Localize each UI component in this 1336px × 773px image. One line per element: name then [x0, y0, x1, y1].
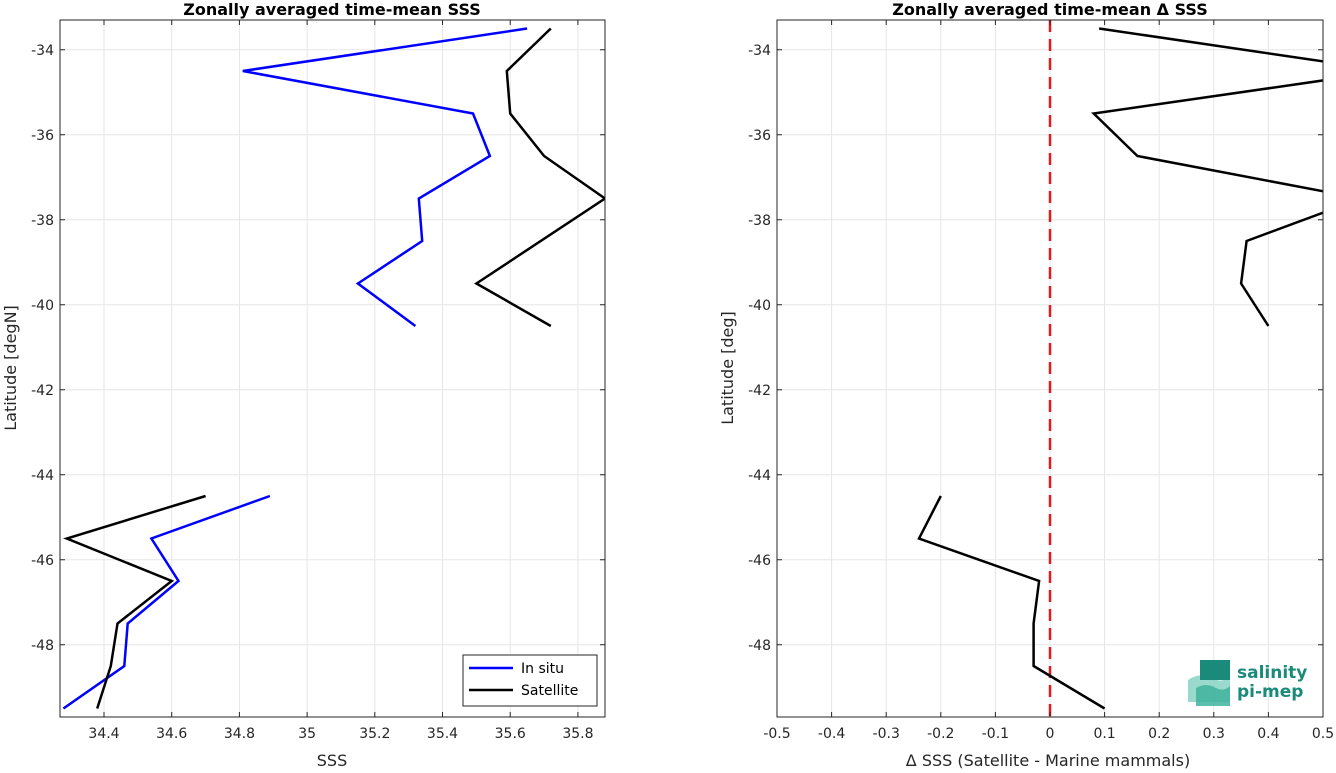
x-tick-label: 0.3 — [1203, 726, 1225, 742]
salinity-pi-mep-logo: salinity pi-mep — [1188, 660, 1307, 706]
y-tick-label: -34 — [748, 43, 771, 59]
delta-sss-y-axis-label: Latitude [deg] — [718, 311, 737, 425]
x-tick-label: 35.2 — [359, 726, 390, 742]
logo-text-pi-mep: pi-mep — [1237, 682, 1303, 702]
x-tick-label: 35 — [298, 726, 316, 742]
y-tick-label: -42 — [31, 383, 54, 399]
sss-grid — [60, 20, 605, 717]
x-tick-label: -0.4 — [818, 726, 845, 742]
sss-x-axis-label: SSS — [317, 751, 347, 769]
y-tick-label: -36 — [31, 128, 54, 144]
delta-sss-x-axis-label: Δ SSS (Satellite - Marine mammals) — [906, 751, 1190, 769]
y-tick-label: -44 — [748, 468, 771, 484]
x-tick-label: 35.4 — [427, 726, 458, 742]
x-tick-label: 0.2 — [1148, 726, 1170, 742]
sss-plot-area — [60, 20, 605, 717]
delta-sss-panel: -0.5 -0.4 -0.3 -0.2 -0.1 0 0.1 0.2 0.3 0.4 0.5 -34 -… — [718, 0, 1334, 770]
y-tick-label: -38 — [31, 213, 54, 229]
x-tick-label: 34.6 — [156, 726, 187, 742]
satellite-series-line-segment-0 — [474, 27, 605, 328]
delta-sss-ticks: -0.5 -0.4 -0.3 -0.2 -0.1 0 0.1 0.2 0.3 0.4 0.5 -34 -… — [748, 20, 1334, 742]
delta-sss-series-lines — [917, 20, 1323, 717]
sss-axes-box — [59, 19, 606, 718]
satellite-series-line-segment-1 — [63, 494, 206, 709]
x-tick-label: 35.6 — [495, 726, 526, 742]
y-tick-label: -36 — [748, 128, 771, 144]
y-tick-label: -46 — [748, 553, 771, 569]
y-tick-label: -48 — [748, 638, 771, 654]
x-tick-label: -0.5 — [763, 726, 790, 742]
x-tick-label: 0.5 — [1312, 726, 1334, 742]
sss-chart-title: Zonally averaged time-mean SSS — [183, 0, 481, 19]
legend-in-situ-label: In situ — [521, 661, 564, 677]
y-tick-label: -44 — [31, 468, 54, 484]
delta-sss-series-line-segment-1 — [917, 495, 1106, 710]
legend-box — [462, 654, 598, 707]
y-tick-label: -46 — [31, 553, 54, 569]
x-tick-label: -0.3 — [873, 726, 900, 742]
sss-panel: 34.4 34.6 34.8 35 35.2 35.4 35.6 35.8 -34 -36 -38 -… — [1, 0, 606, 770]
legend-satellite-label: Satellite — [521, 683, 578, 699]
y-tick-label: -40 — [748, 298, 771, 314]
y-tick-label: -34 — [31, 43, 54, 59]
logo-cube-icon — [1200, 660, 1230, 680]
sss-series-lines — [62, 27, 605, 710]
x-tick-label: -0.1 — [982, 726, 1009, 742]
sss-ticks: 34.4 34.6 34.8 35 35.2 35.4 35.6 35.8 -34 -36 -38 -… — [31, 20, 605, 742]
x-tick-label: 35.8 — [562, 726, 593, 742]
in-situ-series-line-segment-0 — [242, 27, 528, 328]
x-tick-label: 34.8 — [224, 726, 255, 742]
delta-sss-series-line-segment-0 — [1091, 27, 1323, 327]
logo-wave-mid-icon — [1196, 685, 1230, 706]
logo-text-salinity: salinity — [1237, 663, 1307, 683]
x-tick-label: 34.4 — [88, 726, 119, 742]
y-tick-label: -38 — [748, 213, 771, 229]
x-tick-label: 0.4 — [1257, 726, 1279, 742]
y-tick-label: -42 — [748, 383, 771, 399]
sss-y-axis-label: Latitude [degN] — [1, 305, 20, 431]
x-tick-label: -0.2 — [927, 726, 954, 742]
x-tick-label: 0 — [1046, 726, 1055, 742]
y-tick-label: -48 — [31, 638, 54, 654]
y-tick-label: -40 — [31, 298, 54, 314]
legend: In situ Satellite — [462, 654, 598, 707]
in-situ-series-line-segment-1 — [62, 494, 271, 710]
delta-sss-chart-title: Zonally averaged time-mean Δ SSS — [892, 0, 1208, 19]
x-tick-label: 0.1 — [1093, 726, 1115, 742]
